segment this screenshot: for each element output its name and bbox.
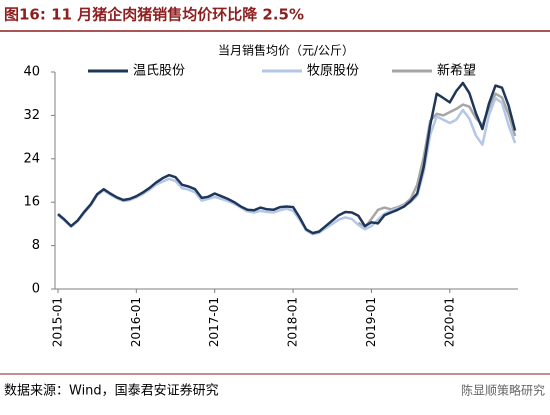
y-tick-label: 40 [23, 65, 40, 80]
legend-label: 牧原股份 [307, 64, 359, 79]
series-line [57, 81, 517, 235]
x-tick-label: 2016-01 [129, 297, 143, 347]
y-tick-label: 0 [32, 282, 40, 297]
watermark: 陈显顺策略研究 [461, 383, 545, 398]
x-tick-label: 2015-01 [51, 297, 65, 347]
chart-subtitle: 当月销售均价（元/公斤） [218, 43, 354, 58]
legend-label: 新希望 [437, 63, 476, 79]
y-tick-label: 32 [23, 108, 40, 123]
x-tick-label: 2020-01 [442, 297, 456, 347]
x-tick-label: 2018-01 [286, 297, 300, 347]
legend-label: 温氏股份 [133, 64, 185, 79]
chart-title: 图16: 11 月猪企肉猪销售均价环比降 2.5% [4, 6, 304, 24]
y-tick-label: 8 [32, 238, 40, 253]
series-line [57, 96, 517, 236]
x-tick-label: 2017-01 [207, 297, 221, 347]
x-tick-label: 2019-01 [364, 297, 378, 347]
y-tick-label: 24 [23, 151, 40, 166]
source-note: 数据来源：Wind，国泰君安证券研究 [4, 383, 219, 399]
y-tick-label: 16 [23, 195, 40, 210]
series-line [357, 92, 517, 229]
